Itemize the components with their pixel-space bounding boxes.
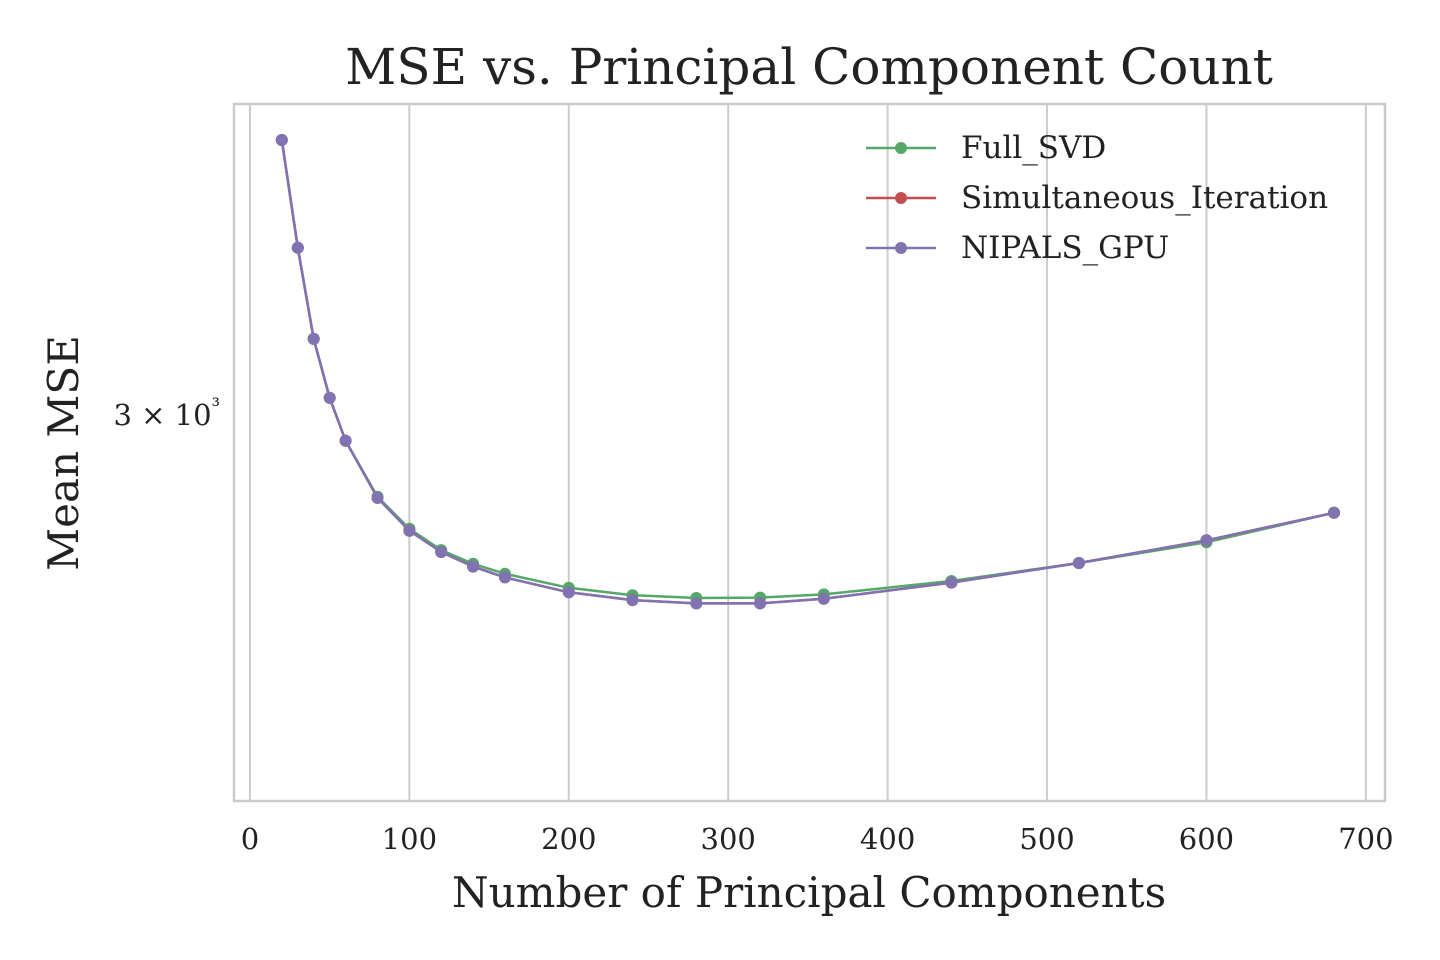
- data-point: [403, 524, 416, 537]
- x-tick-labels: 0 100 200 300 400 500 600 700: [241, 822, 1394, 856]
- data-point: [562, 586, 575, 599]
- legend-label: NIPALS_GPU: [961, 230, 1169, 266]
- data-point: [817, 592, 830, 605]
- y-tick-label: 3 × 10³: [113, 394, 220, 432]
- data-point: [1328, 506, 1340, 519]
- data-point: [339, 434, 352, 447]
- x-tick-label: 200: [541, 822, 596, 856]
- y-axis-label: Mean MSE: [39, 335, 88, 571]
- legend-item: Simultaneous_Iteration: [866, 180, 1328, 216]
- series-nipals-gpu: [275, 134, 1340, 610]
- x-axis-label: Number of Principal Components: [452, 868, 1166, 917]
- data-point: [945, 576, 958, 589]
- legend-label: Simultaneous_Iteration: [961, 180, 1328, 216]
- grid-lines: [248, 104, 1367, 801]
- x-tick-label: 600: [1179, 822, 1234, 856]
- x-tick-label: 300: [701, 822, 756, 856]
- x-tick-label: 100: [382, 822, 437, 856]
- legend-marker: [895, 192, 907, 204]
- data-point: [690, 597, 703, 610]
- data-point: [307, 332, 320, 345]
- plot-frame: [232, 102, 1387, 803]
- data-point: [291, 241, 304, 254]
- legend-marker: [895, 142, 907, 154]
- x-tick-label: 500: [1019, 822, 1074, 856]
- x-tick-label: 400: [860, 822, 915, 856]
- legend-item: NIPALS_GPU: [866, 230, 1169, 266]
- series-layer: [275, 134, 1340, 610]
- data-point: [323, 391, 336, 404]
- legend-item: Full_SVD: [866, 130, 1106, 166]
- data-point: [371, 491, 384, 504]
- data-point: [467, 560, 480, 573]
- legend-marker: [895, 242, 907, 254]
- chart-title: MSE vs. Principal Component Count: [345, 38, 1273, 96]
- data-point: [1072, 557, 1085, 569]
- data-point: [626, 594, 639, 607]
- legend-label: Full_SVD: [961, 130, 1106, 166]
- x-tick-label: 0: [241, 822, 259, 856]
- data-point: [754, 597, 767, 610]
- data-point: [275, 134, 288, 146]
- legend: Full_SVD Simultaneous_Iteration NIPALS_GPU: [866, 130, 1328, 266]
- data-point: [435, 546, 448, 558]
- data-point: [499, 571, 511, 584]
- y-tick-labels: 3 × 10³: [113, 394, 220, 432]
- data-point: [1200, 534, 1213, 547]
- x-tick-label: 700: [1338, 822, 1393, 856]
